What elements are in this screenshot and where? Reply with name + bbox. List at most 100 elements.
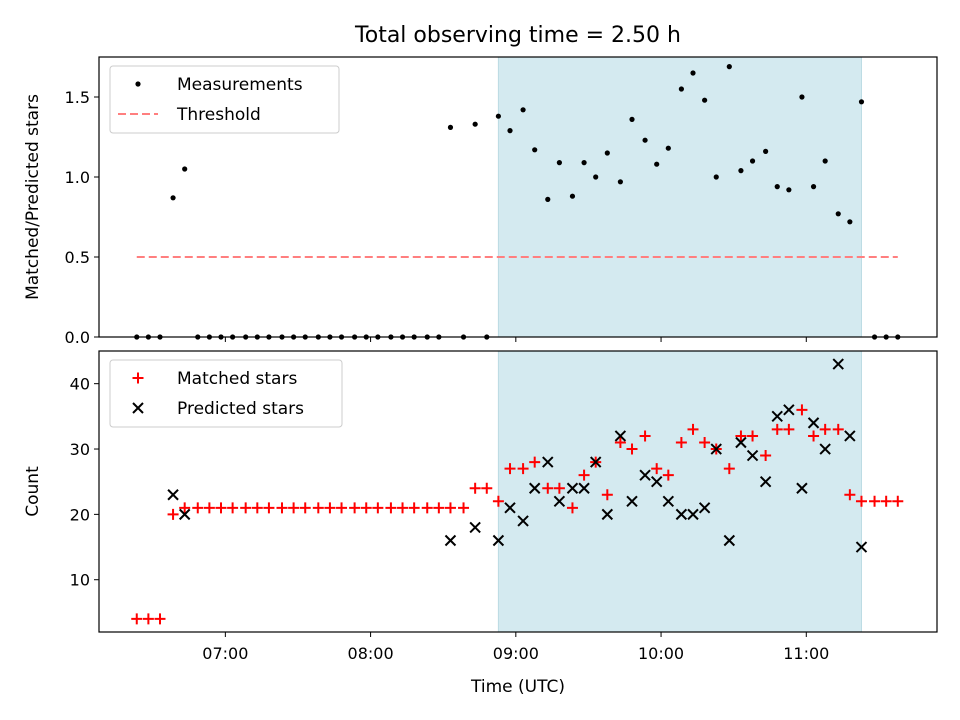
series-measurements xyxy=(134,64,901,340)
matched-star-point xyxy=(372,502,384,514)
measurement-point xyxy=(581,160,587,166)
legend-label: Predicted stars xyxy=(177,399,304,419)
measurement-point xyxy=(495,113,501,119)
axes-frame xyxy=(98,350,938,633)
measurement-point xyxy=(749,158,756,164)
y-axis-label: Count xyxy=(23,466,43,517)
matched-star-point xyxy=(855,495,867,507)
matched-star-point xyxy=(869,495,881,507)
matched-star-point xyxy=(227,502,239,514)
matched-star-point xyxy=(288,502,300,514)
measurement-point xyxy=(847,219,853,225)
axes-frame xyxy=(98,56,938,338)
matched-star-point xyxy=(492,495,504,507)
matched-star-point xyxy=(808,430,820,442)
measurement-point xyxy=(738,168,744,174)
measurement-point xyxy=(604,150,610,156)
predicted-star-point xyxy=(687,508,699,521)
predicted-star-point xyxy=(517,515,529,527)
series-predicted-stars xyxy=(167,358,868,553)
matched-star-point xyxy=(504,463,516,475)
y-tick-label: 30 xyxy=(70,440,90,459)
measurement-point xyxy=(520,107,526,113)
measurement-point xyxy=(786,187,792,193)
predicted-star-point xyxy=(771,410,783,423)
measurement-point xyxy=(774,184,780,190)
measurement-point xyxy=(170,195,176,201)
predicted-star-point xyxy=(504,502,516,514)
measurement-point xyxy=(858,99,865,105)
matched-star-point xyxy=(687,423,699,435)
predicted-star-point xyxy=(844,430,856,442)
legend-box xyxy=(109,359,343,428)
matched-star-point xyxy=(601,489,613,501)
predicted-star-point xyxy=(662,495,675,508)
predicted-star-point xyxy=(589,456,602,468)
measurement-point xyxy=(472,121,478,127)
predicted-star-point xyxy=(735,436,747,449)
predicted-star-point xyxy=(614,430,627,442)
y-axis-label: Matched/Predicted stars xyxy=(23,94,43,300)
y-tick-label: 40 xyxy=(70,375,90,394)
measurement-point xyxy=(447,124,454,130)
predicted-star-point xyxy=(807,417,820,429)
predicted-star-point xyxy=(698,502,711,514)
matched-star-point xyxy=(760,450,772,462)
matched-star-point xyxy=(880,495,892,507)
x-axis-label: Time (UTC) xyxy=(470,677,565,697)
predicted-star-point xyxy=(832,358,844,370)
matched-star-point xyxy=(215,502,227,514)
matched-star-point xyxy=(771,423,783,435)
matched-star-point xyxy=(796,404,808,416)
matched-star-point xyxy=(179,502,191,514)
matched-star-point xyxy=(444,502,456,514)
bottom-panel: 07:00 08:00 09:00 10:00 11:00 10 20 30 40 Count Ma… xyxy=(23,350,938,663)
predicted-star-point xyxy=(796,482,808,494)
matched-star-point xyxy=(299,502,311,514)
matched-star-point xyxy=(349,502,361,514)
predicted-star-point xyxy=(578,482,590,494)
matched-star-point xyxy=(651,463,663,475)
measurement-point xyxy=(690,70,696,76)
x-tick-label: 10:00 xyxy=(638,644,684,663)
y-tick-label: 1.0 xyxy=(65,168,90,187)
legend-label: Threshold xyxy=(176,105,261,125)
measurement-point xyxy=(532,147,538,153)
predicted-star-point xyxy=(783,404,795,416)
series-matched-stars xyxy=(131,404,904,625)
matched-star-point xyxy=(458,502,470,514)
y-tick-label: 0.5 xyxy=(65,248,90,267)
y-tick-label: 20 xyxy=(70,505,90,524)
x-tick-label: 07:00 xyxy=(202,644,248,663)
predicted-star-point xyxy=(178,508,191,521)
matched-star-point xyxy=(747,430,759,442)
measurement-point xyxy=(713,174,719,180)
matched-star-point xyxy=(276,502,288,514)
matched-star-point xyxy=(614,436,626,448)
matched-star-point xyxy=(723,463,735,475)
measurement-point xyxy=(135,81,141,87)
predicted-star-point xyxy=(723,534,736,547)
matched-star-point xyxy=(192,502,204,514)
predicted-star-point xyxy=(167,489,179,501)
matched-star-point xyxy=(251,502,263,514)
matched-star-point xyxy=(517,463,529,475)
predicted-star-point xyxy=(639,469,651,481)
matched-star-point xyxy=(360,502,372,514)
matched-star-point xyxy=(263,502,275,514)
y-tick-label: 0.0 xyxy=(65,328,90,347)
measurement-point xyxy=(642,137,648,143)
matched-star-point xyxy=(167,508,179,520)
measurement-point xyxy=(763,148,769,154)
predicted-star-point xyxy=(528,482,541,494)
matched-star-point xyxy=(844,489,856,501)
x-tick-label: 09:00 xyxy=(493,644,539,663)
matched-star-point xyxy=(892,495,904,507)
matched-star-point xyxy=(324,502,336,514)
predicted-star-point xyxy=(469,521,481,534)
x-tick-label: 08:00 xyxy=(348,644,394,663)
measurement-point xyxy=(545,196,551,202)
measurement-point xyxy=(182,166,188,172)
matched-star-point xyxy=(154,613,166,625)
